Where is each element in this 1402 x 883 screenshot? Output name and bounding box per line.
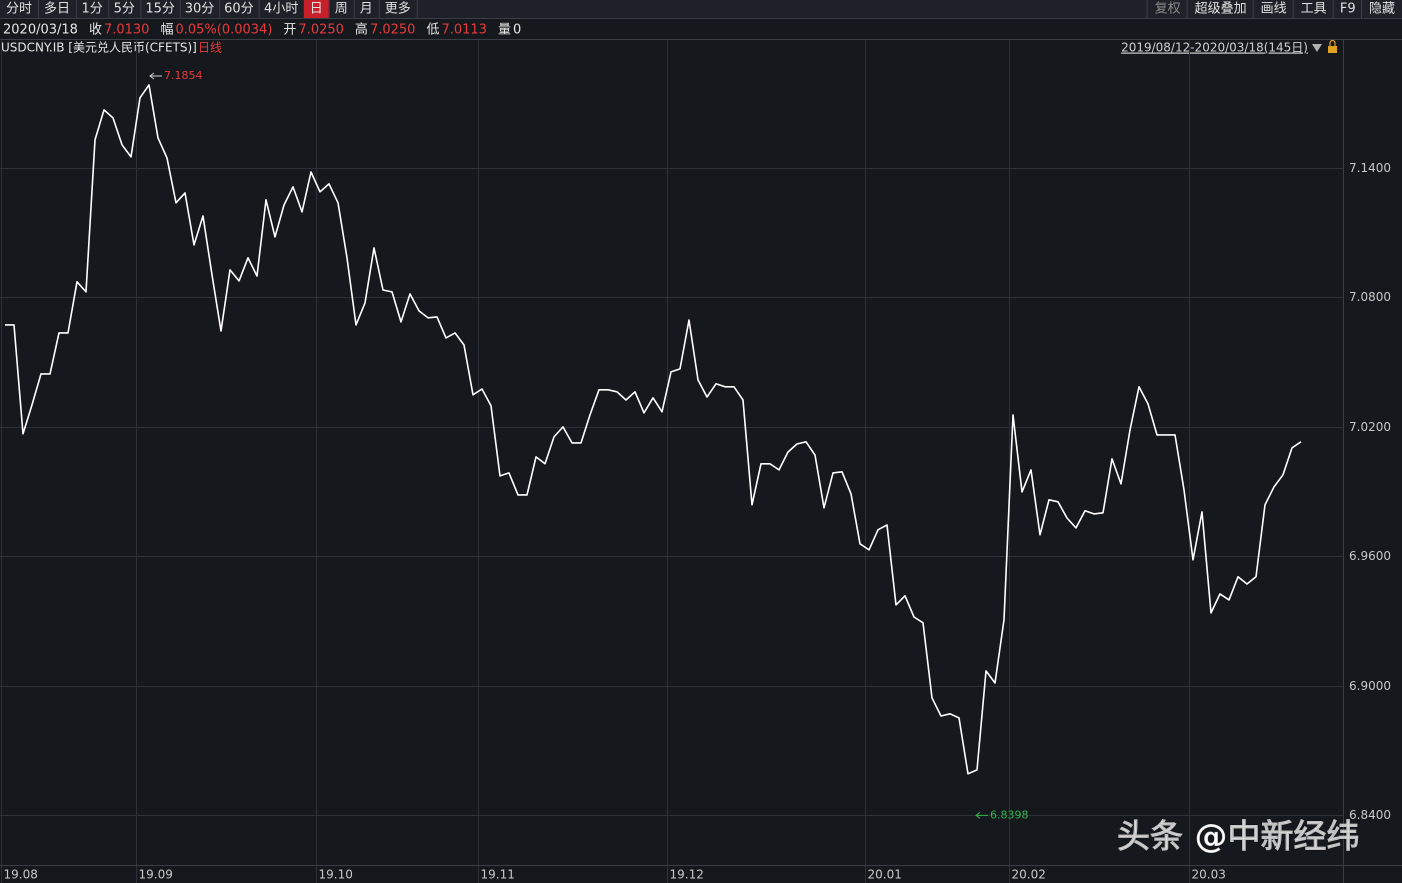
toolbar bbox=[0, 0, 1402, 18]
toolbar-button[interactable]: 60分 bbox=[224, 2, 254, 17]
x-tick-label: 19.08 bbox=[4, 868, 38, 882]
quote-label: 开 bbox=[283, 23, 296, 38]
toolbar-button[interactable]: 日 bbox=[310, 2, 323, 17]
toolbar-button[interactable]: 15分 bbox=[145, 2, 175, 17]
toolbar-button[interactable]: 隐藏 bbox=[1369, 2, 1395, 17]
toolbar-button[interactable]: 超级叠加 bbox=[1195, 2, 1247, 17]
x-tick-label: 19.10 bbox=[319, 868, 353, 882]
toolbar-button[interactable]: 分时 bbox=[6, 2, 32, 17]
quote-value: 7.0130 bbox=[104, 23, 150, 38]
quote-value: 7.0113 bbox=[441, 23, 487, 38]
price-line bbox=[5, 84, 1302, 775]
quote-value: 0 bbox=[513, 23, 521, 38]
toolbar-button[interactable]: 月 bbox=[360, 2, 373, 17]
quote-date: 2020/03/18 bbox=[3, 23, 78, 38]
quote-label: 量 bbox=[498, 23, 511, 38]
y-tick-label: 7.0800 bbox=[1349, 290, 1391, 304]
plot: 6.8400 6.9000 6.9600 7.0200 7.0800 7.1400 19.0… bbox=[0, 40, 1402, 883]
toolbar-button[interactable]: F9 bbox=[1340, 2, 1356, 17]
low-arrow bbox=[975, 811, 988, 819]
x-tick-label: 20.02 bbox=[1012, 868, 1046, 882]
x-tick-label: 19.11 bbox=[481, 868, 515, 882]
low-label: 6.8398 bbox=[990, 808, 1029, 821]
y-tick-label: 7.0200 bbox=[1349, 420, 1391, 434]
toolbar-button[interactable]: 多日 bbox=[44, 1, 70, 17]
quote-value: 0.05%(0.0034) bbox=[175, 23, 272, 38]
quote-label: 幅 bbox=[160, 23, 173, 38]
high-arrow bbox=[149, 72, 162, 80]
quote-value: 7.0250 bbox=[298, 23, 344, 38]
x-tick-label: 20.03 bbox=[1192, 868, 1226, 882]
y-tick-label: 7.1400 bbox=[1349, 161, 1391, 175]
lock-shackle bbox=[1329, 39, 1336, 46]
toolbar-button[interactable]: 30分 bbox=[185, 2, 215, 17]
toolbar-button[interactable]: 画线 bbox=[1261, 2, 1287, 17]
period: 日线 bbox=[198, 41, 222, 55]
quote-label: 低 bbox=[426, 23, 439, 38]
toolbar-button[interactable]: 工具 bbox=[1301, 2, 1327, 17]
toolbar-buttons: 分时 多日 1分 5分 15分 30分 60分 4小时日周月更多 隐藏 F9 工具画线超级叠加复权 bbox=[6, 0, 1395, 18]
x-tick-label: 19.09 bbox=[139, 868, 173, 882]
toolbar-button[interactable]: 更多 bbox=[385, 1, 411, 17]
watermark: 头条 @中新经纬 bbox=[1117, 817, 1360, 856]
y-tick-label: 6.9000 bbox=[1349, 679, 1391, 693]
range-dropdown[interactable] bbox=[1312, 44, 1322, 52]
y-tick-label: 6.9600 bbox=[1349, 549, 1391, 563]
high-label: 7.1854 bbox=[164, 69, 203, 82]
quote-value: 7.0250 bbox=[370, 23, 416, 38]
y-tick-label: 6.8400 bbox=[1349, 808, 1391, 822]
symbol: USDCNY.IB [美元兑人民币(CFETS)] bbox=[1, 41, 197, 55]
lock-icon[interactable] bbox=[1328, 46, 1337, 53]
date-range[interactable]: 2019/08/12-2020/03/18(145日) bbox=[1121, 41, 1308, 55]
toolbar-button[interactable]: 5分 bbox=[114, 2, 135, 17]
quote-label: 高 bbox=[355, 22, 368, 38]
quote-row: 2020/03/18 收 7.0130 幅 0.05%(0.0034) 开 7.0250 高 7… bbox=[3, 22, 521, 38]
toolbar-button[interactable]: 周 bbox=[335, 2, 348, 17]
toolbar-button[interactable]: 复权 bbox=[1155, 1, 1181, 17]
active-button-bg bbox=[303, 0, 329, 18]
x-tick-label: 20.01 bbox=[868, 868, 902, 882]
x-tick-label: 19.12 bbox=[670, 868, 704, 882]
toolbar-button[interactable]: 1分 bbox=[81, 2, 102, 17]
quote-label: 收 bbox=[89, 23, 102, 38]
toolbar-button[interactable]: 4小时 bbox=[264, 2, 298, 17]
